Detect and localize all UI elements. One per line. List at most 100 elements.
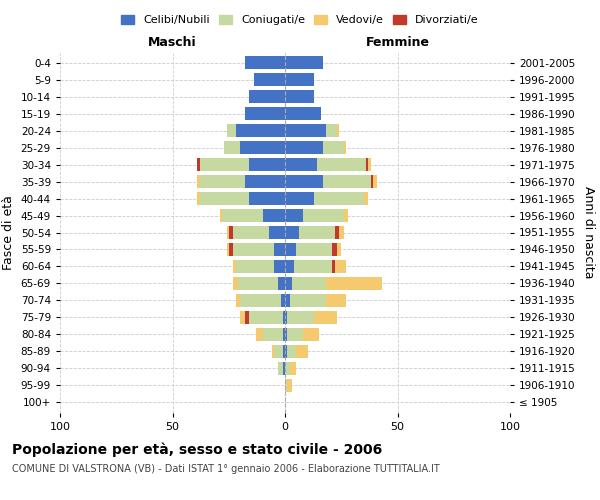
- Bar: [314, 192, 364, 205]
- Bar: [245, 311, 249, 324]
- Bar: [278, 277, 285, 290]
- Bar: [343, 141, 346, 154]
- Bar: [325, 277, 382, 290]
- Bar: [245, 175, 285, 188]
- Bar: [368, 158, 371, 171]
- Bar: [227, 124, 235, 137]
- Bar: [332, 260, 335, 273]
- Bar: [343, 209, 348, 222]
- Bar: [303, 328, 319, 341]
- Bar: [285, 90, 314, 103]
- Bar: [317, 158, 366, 171]
- Bar: [292, 277, 325, 290]
- Bar: [240, 311, 245, 324]
- Bar: [238, 277, 278, 290]
- Y-axis label: Anni di nascita: Anni di nascita: [582, 186, 595, 279]
- Bar: [283, 311, 285, 324]
- Bar: [366, 158, 368, 171]
- Bar: [197, 158, 199, 171]
- Bar: [337, 124, 339, 137]
- Bar: [285, 108, 321, 120]
- Bar: [285, 345, 287, 358]
- Bar: [285, 56, 323, 69]
- Bar: [278, 362, 283, 374]
- Legend: Celibi/Nubili, Coniugati/e, Vedovi/e, Divorziati/e: Celibi/Nubili, Coniugati/e, Vedovi/e, Di…: [117, 10, 483, 30]
- Bar: [296, 345, 308, 358]
- Bar: [323, 175, 371, 188]
- Bar: [197, 175, 199, 188]
- Bar: [364, 192, 368, 205]
- Bar: [199, 158, 249, 171]
- Bar: [229, 243, 233, 256]
- Bar: [285, 294, 290, 307]
- Bar: [285, 192, 314, 205]
- Bar: [249, 90, 285, 103]
- Bar: [249, 311, 283, 324]
- Bar: [245, 108, 285, 120]
- Bar: [283, 362, 285, 374]
- Bar: [335, 226, 339, 239]
- Bar: [325, 124, 337, 137]
- Bar: [233, 260, 235, 273]
- Bar: [285, 243, 296, 256]
- Bar: [271, 345, 274, 358]
- Bar: [285, 226, 299, 239]
- Bar: [274, 345, 283, 358]
- Bar: [233, 243, 274, 256]
- Bar: [274, 243, 285, 256]
- Y-axis label: Fasce di età: Fasce di età: [2, 195, 15, 270]
- Bar: [224, 141, 240, 154]
- Bar: [263, 328, 283, 341]
- Bar: [249, 158, 285, 171]
- Bar: [373, 175, 377, 188]
- Bar: [294, 260, 332, 273]
- Text: Femmine: Femmine: [365, 36, 430, 49]
- Bar: [299, 226, 335, 239]
- Bar: [229, 226, 233, 239]
- Bar: [337, 243, 341, 256]
- Bar: [285, 175, 323, 188]
- Bar: [287, 345, 296, 358]
- Bar: [335, 260, 346, 273]
- Bar: [303, 209, 343, 222]
- Bar: [285, 362, 290, 374]
- Bar: [220, 209, 222, 222]
- Bar: [285, 74, 314, 86]
- Bar: [296, 243, 332, 256]
- Bar: [285, 209, 303, 222]
- Bar: [233, 226, 269, 239]
- Bar: [323, 141, 343, 154]
- Bar: [285, 141, 323, 154]
- Bar: [283, 328, 285, 341]
- Bar: [332, 243, 337, 256]
- Bar: [281, 294, 285, 307]
- Bar: [235, 260, 274, 273]
- Text: Popolazione per età, sesso e stato civile - 2006: Popolazione per età, sesso e stato civil…: [12, 442, 382, 457]
- Bar: [233, 277, 238, 290]
- Bar: [254, 74, 285, 86]
- Bar: [222, 209, 263, 222]
- Bar: [256, 328, 263, 341]
- Bar: [287, 379, 292, 392]
- Bar: [227, 243, 229, 256]
- Bar: [285, 328, 287, 341]
- Bar: [269, 226, 285, 239]
- Bar: [371, 175, 373, 188]
- Bar: [240, 141, 285, 154]
- Bar: [290, 362, 296, 374]
- Bar: [285, 158, 317, 171]
- Bar: [283, 345, 285, 358]
- Bar: [240, 294, 281, 307]
- Bar: [245, 56, 285, 69]
- Bar: [287, 311, 314, 324]
- Bar: [263, 209, 285, 222]
- Text: Maschi: Maschi: [148, 36, 197, 49]
- Bar: [199, 175, 245, 188]
- Text: COMUNE DI VALSTRONA (VB) - Dati ISTAT 1° gennaio 2006 - Elaborazione TUTTITALIA.: COMUNE DI VALSTRONA (VB) - Dati ISTAT 1°…: [12, 464, 440, 474]
- Bar: [339, 226, 343, 239]
- Bar: [227, 226, 229, 239]
- Bar: [285, 260, 294, 273]
- Bar: [325, 294, 346, 307]
- Bar: [285, 277, 292, 290]
- Bar: [285, 311, 287, 324]
